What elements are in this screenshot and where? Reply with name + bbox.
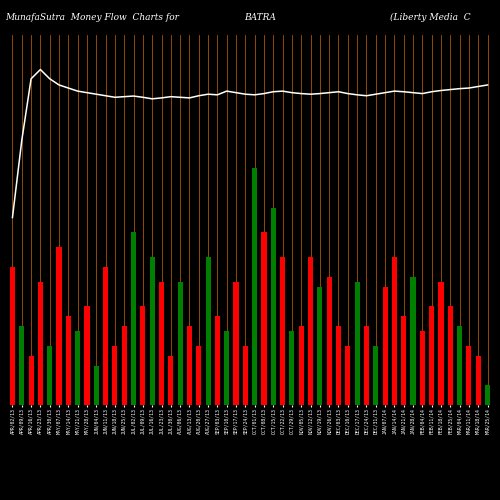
Bar xyxy=(38,282,43,405)
Bar xyxy=(429,306,434,405)
Bar xyxy=(373,346,378,405)
Bar xyxy=(140,306,145,405)
Bar xyxy=(298,326,304,405)
Bar xyxy=(290,331,294,405)
Bar xyxy=(66,316,71,405)
Bar xyxy=(103,267,108,405)
Bar xyxy=(122,326,127,405)
Bar xyxy=(466,346,471,405)
Bar xyxy=(47,346,52,405)
Bar xyxy=(243,346,248,405)
Bar xyxy=(187,326,192,405)
Bar xyxy=(336,326,341,405)
Bar xyxy=(448,306,453,405)
Bar xyxy=(234,282,238,405)
Bar xyxy=(159,282,164,405)
Bar xyxy=(224,331,230,405)
Bar xyxy=(476,356,481,405)
Bar xyxy=(262,232,266,405)
Bar xyxy=(196,346,202,405)
Bar xyxy=(354,282,360,405)
Text: (Liberty Media  C: (Liberty Media C xyxy=(390,12,470,22)
Bar xyxy=(318,286,322,405)
Bar xyxy=(308,257,313,405)
Bar xyxy=(112,346,117,405)
Bar xyxy=(75,331,80,405)
Bar xyxy=(84,306,89,405)
Bar xyxy=(28,356,34,405)
Bar xyxy=(392,257,397,405)
Bar xyxy=(56,247,62,405)
Bar xyxy=(10,267,15,405)
Bar xyxy=(150,257,154,405)
Bar xyxy=(326,276,332,405)
Bar xyxy=(206,257,210,405)
Bar xyxy=(438,282,444,405)
Text: BATRA: BATRA xyxy=(244,12,276,22)
Bar xyxy=(485,386,490,405)
Bar xyxy=(280,257,285,405)
Bar xyxy=(168,356,173,405)
Bar xyxy=(270,208,276,405)
Bar xyxy=(131,232,136,405)
Bar xyxy=(19,326,24,405)
Bar xyxy=(364,326,369,405)
Bar xyxy=(94,366,99,405)
Bar xyxy=(215,316,220,405)
Bar xyxy=(346,346,350,405)
Bar xyxy=(457,326,462,405)
Bar xyxy=(420,331,425,405)
Bar xyxy=(178,282,182,405)
Bar xyxy=(382,286,388,405)
Text: MunafaSutra  Money Flow  Charts for: MunafaSutra Money Flow Charts for xyxy=(5,12,179,22)
Bar xyxy=(410,276,416,405)
Bar xyxy=(252,168,257,405)
Bar xyxy=(401,316,406,405)
